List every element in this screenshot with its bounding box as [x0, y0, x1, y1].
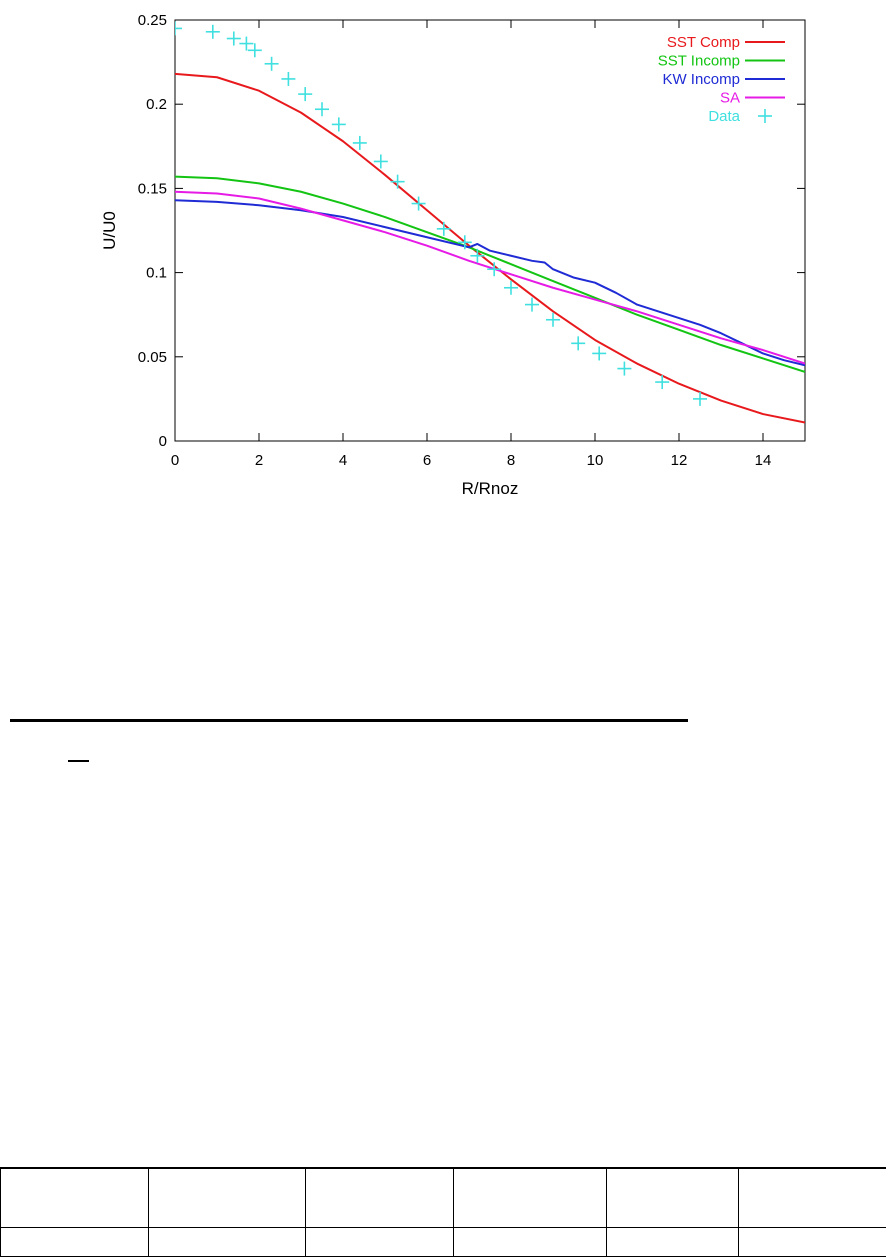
table-cell — [305, 1227, 454, 1257]
data-point — [470, 248, 485, 263]
x-tick-label: 14 — [755, 452, 772, 469]
velocity-profile-chart: 0 2 4 6 8 10 12 14 0 0.05 0.1 0.15 0.2 0.25 R/Rnoz U/U0… — [60, 0, 820, 520]
data-point — [175, 21, 182, 36]
data-point — [571, 336, 586, 351]
data-point — [617, 361, 632, 376]
series-line-kw-incomp — [175, 199, 805, 367]
x-tick-label: 10 — [587, 452, 604, 469]
x-tick-label: 12 — [671, 452, 688, 469]
table-row — [0, 1167, 886, 1228]
x-axis-label: R/Rnoz — [462, 479, 519, 498]
series-line-sa — [175, 190, 805, 365]
table-cell — [606, 1167, 739, 1228]
data-point — [390, 174, 405, 189]
data-point — [264, 56, 279, 71]
data-point — [205, 24, 220, 39]
legend-label: SST Comp — [667, 34, 740, 51]
data-point — [546, 312, 560, 327]
series-line-sst-comp — [175, 72, 805, 424]
y-axis-label: U/U0 — [100, 211, 119, 250]
data-point — [226, 31, 241, 46]
data-point — [239, 36, 254, 51]
data-point — [331, 117, 346, 132]
x-tick-label: 2 — [255, 452, 263, 469]
data-point — [373, 154, 388, 169]
data-point — [436, 221, 451, 236]
y-tick-label: 0.15 — [138, 180, 167, 197]
table-cell — [453, 1167, 607, 1228]
x-tick-label: 6 — [423, 452, 431, 469]
data-point — [315, 102, 329, 117]
data-point — [247, 43, 262, 58]
horizontal-rule — [10, 719, 688, 722]
legend-label: KW Incomp — [662, 71, 740, 88]
y-tick-label: 0.2 — [146, 96, 167, 113]
data-point — [281, 71, 296, 86]
x-tick-label: 8 — [507, 452, 515, 469]
data-point — [693, 391, 707, 406]
table-cell — [453, 1227, 607, 1257]
table-cell — [0, 1167, 149, 1228]
y-tick-label: 0 — [159, 433, 167, 450]
table-cell — [606, 1227, 739, 1257]
chart-svg: 0 2 4 6 8 10 12 14 0 0.05 0.1 0.15 0.2 0.25 R/Rnoz U/U0… — [100, 12, 806, 498]
legend-label: Data — [708, 108, 740, 125]
y-tick-label: 0.1 — [146, 265, 167, 282]
table-row — [0, 1227, 886, 1257]
data-point — [655, 375, 670, 390]
table-cell — [305, 1167, 454, 1228]
data-point — [592, 346, 607, 361]
table-cell — [0, 1227, 149, 1257]
table-cell — [738, 1167, 886, 1228]
data-point — [504, 280, 518, 295]
table-cell — [738, 1227, 886, 1257]
table-cell — [148, 1227, 306, 1257]
data-point — [352, 135, 367, 150]
legend-label: SST Incomp — [658, 53, 740, 70]
y-tick-label: 0.25 — [138, 12, 167, 29]
data-point — [487, 262, 502, 277]
x-tick-label: 4 — [339, 452, 347, 469]
legend-label: SA — [720, 90, 740, 107]
data-point — [525, 297, 539, 312]
data-point — [298, 87, 313, 102]
data-point — [411, 196, 426, 211]
plot-frame — [174, 19, 806, 442]
data-point — [457, 235, 472, 250]
overbar-mark — [68, 760, 89, 762]
x-tick-label: 0 — [171, 452, 179, 469]
table-cell — [148, 1167, 306, 1228]
y-tick-label: 0.05 — [138, 349, 167, 366]
series-line-sst-incomp — [175, 175, 805, 373]
empty-table — [0, 1167, 886, 1257]
